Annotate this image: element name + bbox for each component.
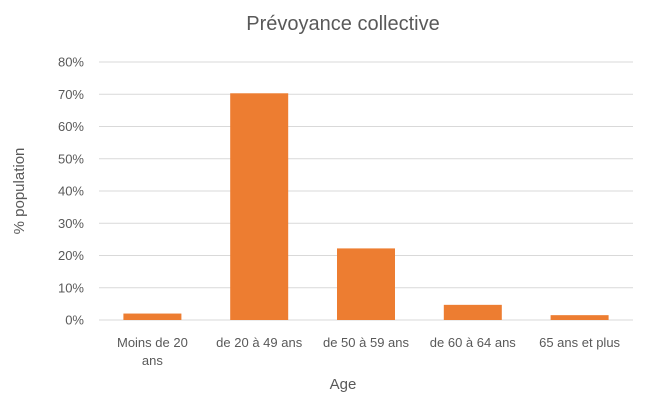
bar: [230, 93, 289, 320]
x-axis-title: Age: [330, 376, 357, 393]
bar: [443, 304, 502, 320]
y-tick-label: 70%: [58, 87, 84, 102]
bar: [123, 313, 182, 320]
x-tick-label: de 20 à 49 ans: [216, 335, 303, 350]
y-axis-title: % population: [11, 148, 28, 235]
x-tick-label: Moins de 20 ans: [117, 335, 188, 368]
bar: [550, 315, 609, 320]
y-tick-label: 20%: [58, 248, 84, 263]
y-tick-label: 50%: [58, 151, 84, 166]
y-tick-label: 40%: [58, 184, 84, 199]
y-tick-labels: 0% 10% 20% 30% 40% 50% 60% 70% 80%: [58, 55, 84, 328]
y-tick-label: 0%: [65, 313, 84, 328]
x-tick-label: 65 ans et plus: [539, 335, 620, 350]
y-tick-label: 30%: [58, 216, 84, 231]
chart-title: Prévoyance collective: [246, 13, 439, 35]
grid: [99, 61, 633, 321]
x-category-labels: Moins de 20 ans de 20 à 49 ans de 50 à 59 a…: [117, 335, 621, 368]
y-tick-label: 80%: [58, 55, 84, 70]
y-tick-label: 60%: [58, 119, 84, 134]
x-tick-label: de 50 à 59 ans: [323, 335, 410, 350]
x-tick-label: de 60 à 64 ans: [430, 335, 517, 350]
y-tick-label: 10%: [58, 280, 84, 295]
bar: [337, 248, 395, 320]
bars: [123, 93, 609, 320]
